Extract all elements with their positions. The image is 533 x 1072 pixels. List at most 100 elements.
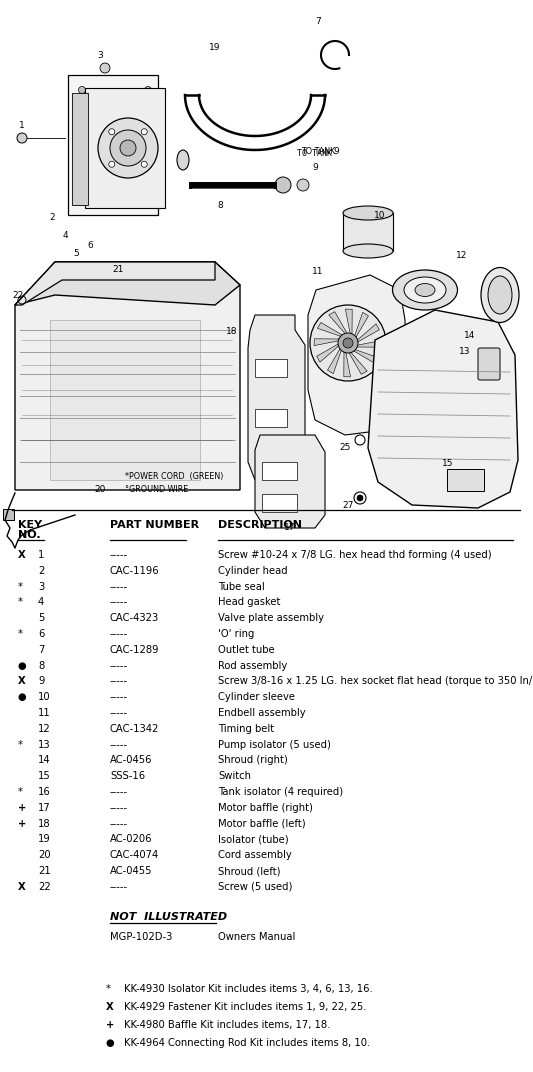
Polygon shape xyxy=(345,309,352,336)
FancyBboxPatch shape xyxy=(262,462,297,480)
FancyBboxPatch shape xyxy=(343,213,393,251)
Text: 'O' ring: 'O' ring xyxy=(218,629,254,639)
Polygon shape xyxy=(314,339,341,345)
Ellipse shape xyxy=(415,283,435,297)
Circle shape xyxy=(78,196,85,204)
Text: 19: 19 xyxy=(38,834,51,845)
Ellipse shape xyxy=(177,150,189,170)
Text: 16: 16 xyxy=(38,787,51,796)
Text: Switch: Switch xyxy=(218,771,251,781)
Text: Valve plate assembly: Valve plate assembly xyxy=(218,613,324,623)
Text: CAC-4323: CAC-4323 xyxy=(110,613,159,623)
Polygon shape xyxy=(329,312,348,336)
Text: AC-0206: AC-0206 xyxy=(110,834,152,845)
Text: Tube seal: Tube seal xyxy=(218,582,265,592)
Text: -----: ----- xyxy=(110,803,128,813)
Text: ●: ● xyxy=(106,1038,115,1047)
Text: 15: 15 xyxy=(38,771,51,781)
Text: CAC-1342: CAC-1342 xyxy=(110,724,159,734)
Text: -----: ----- xyxy=(110,787,128,796)
Polygon shape xyxy=(356,324,379,343)
Text: Tank isolator (4 required): Tank isolator (4 required) xyxy=(218,787,343,796)
Circle shape xyxy=(78,87,85,93)
Text: 8: 8 xyxy=(38,660,44,671)
Text: 12: 12 xyxy=(38,724,51,734)
Text: KK-4930 Isolator Kit includes items 3, 4, 6, 13, 16.: KK-4930 Isolator Kit includes items 3, 4… xyxy=(124,984,373,994)
Text: -----: ----- xyxy=(110,582,128,592)
Polygon shape xyxy=(72,93,88,205)
Text: Cylinder head: Cylinder head xyxy=(218,566,288,576)
Text: 5: 5 xyxy=(73,249,79,257)
Text: Cylinder sleeve: Cylinder sleeve xyxy=(218,693,295,702)
Circle shape xyxy=(141,161,147,167)
Text: 11: 11 xyxy=(38,708,51,718)
Text: 1: 1 xyxy=(38,550,44,560)
Polygon shape xyxy=(248,315,305,480)
Text: X: X xyxy=(18,882,26,892)
Circle shape xyxy=(310,306,386,381)
Text: CAC-1289: CAC-1289 xyxy=(110,644,159,655)
Text: *: * xyxy=(106,984,111,994)
Text: 18: 18 xyxy=(38,819,51,829)
Text: Head gasket: Head gasket xyxy=(218,597,280,608)
Text: TO TANK: TO TANK xyxy=(297,149,332,158)
Text: 20: 20 xyxy=(94,486,106,494)
Text: Screw (5 used): Screw (5 used) xyxy=(218,882,293,892)
Text: KEY: KEY xyxy=(18,520,42,530)
Text: Endbell assembly: Endbell assembly xyxy=(218,708,305,718)
Polygon shape xyxy=(352,349,378,363)
Text: X: X xyxy=(18,550,26,560)
Text: Owners Manual: Owners Manual xyxy=(218,932,295,941)
Ellipse shape xyxy=(392,270,457,310)
Text: CAC-1196: CAC-1196 xyxy=(110,566,159,576)
FancyBboxPatch shape xyxy=(255,449,287,467)
Text: AC-0455: AC-0455 xyxy=(110,866,152,876)
Ellipse shape xyxy=(343,206,393,220)
Text: Cord assembly: Cord assembly xyxy=(218,850,292,860)
Text: *POWER CORD  (GREEN): *POWER CORD (GREEN) xyxy=(125,472,223,480)
Text: 10: 10 xyxy=(374,210,386,220)
Text: 19: 19 xyxy=(209,44,221,53)
Ellipse shape xyxy=(404,277,446,303)
Text: 6: 6 xyxy=(38,629,44,639)
Circle shape xyxy=(338,333,358,353)
Text: 2: 2 xyxy=(49,212,55,222)
Text: KK-4929 Fastener Kit includes items 1, 9, 22, 25.: KK-4929 Fastener Kit includes items 1, 9… xyxy=(124,1001,367,1012)
Text: 11: 11 xyxy=(312,268,324,277)
Text: 3: 3 xyxy=(38,582,44,592)
Text: Pump isolator (5 used): Pump isolator (5 used) xyxy=(218,740,331,749)
FancyBboxPatch shape xyxy=(447,470,484,491)
Circle shape xyxy=(109,161,115,167)
Text: MGP-102D-3: MGP-102D-3 xyxy=(110,932,172,941)
Circle shape xyxy=(98,118,158,178)
Text: NO.: NO. xyxy=(18,530,41,540)
Text: 3: 3 xyxy=(97,51,103,60)
Text: *: * xyxy=(18,787,23,796)
FancyBboxPatch shape xyxy=(255,359,287,377)
Text: -----: ----- xyxy=(110,693,128,702)
Text: -----: ----- xyxy=(110,708,128,718)
Polygon shape xyxy=(354,312,368,339)
Text: 17: 17 xyxy=(284,523,296,533)
Text: Shroud (right): Shroud (right) xyxy=(218,756,288,765)
Text: 12: 12 xyxy=(456,251,467,259)
Polygon shape xyxy=(68,75,158,215)
Text: -----: ----- xyxy=(110,597,128,608)
Circle shape xyxy=(144,196,151,204)
Polygon shape xyxy=(15,262,240,490)
Polygon shape xyxy=(50,321,200,480)
Text: Screw 3/8-16 x 1.25 LG. hex socket flat head (torque to 350 In/Lb): Screw 3/8-16 x 1.25 LG. hex socket flat … xyxy=(218,676,533,686)
Text: Outlet tube: Outlet tube xyxy=(218,644,274,655)
Text: 4: 4 xyxy=(62,230,68,239)
Text: 18: 18 xyxy=(226,328,238,337)
Polygon shape xyxy=(368,310,518,508)
Text: 13: 13 xyxy=(459,347,471,357)
Text: Isolator (tube): Isolator (tube) xyxy=(218,834,289,845)
Circle shape xyxy=(110,130,146,166)
Text: 14: 14 xyxy=(38,756,51,765)
Text: TO TANK: TO TANK xyxy=(301,148,335,157)
Text: 21: 21 xyxy=(38,866,51,876)
Text: AC-0456: AC-0456 xyxy=(110,756,152,765)
Circle shape xyxy=(109,129,115,135)
Circle shape xyxy=(343,338,353,348)
